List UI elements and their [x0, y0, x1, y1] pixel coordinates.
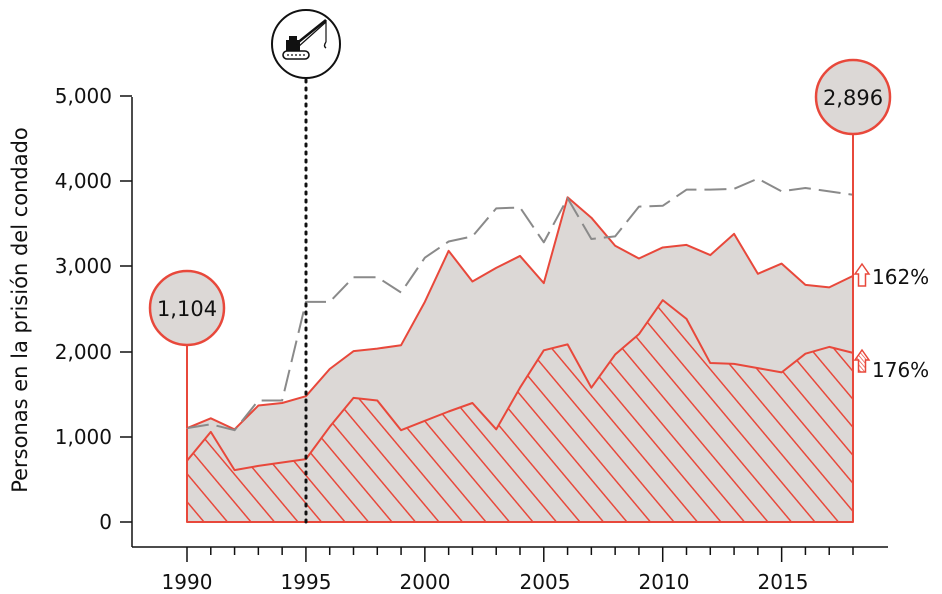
- x-tick-label: 2015: [758, 570, 809, 594]
- plot-area: [186, 177, 854, 523]
- x-tick-label: 2000: [400, 570, 451, 594]
- y-tick-label: 1,000: [55, 425, 112, 449]
- up-arrow-icon: [853, 262, 871, 287]
- pct-change-gray-label: 162%: [872, 265, 929, 289]
- series-dashed-line: [186, 177, 854, 432]
- y-axis-title: Personas en la prisión del condado: [8, 127, 32, 493]
- y-tick-label: 2,000: [55, 340, 112, 364]
- y-tick-label: 3,000: [55, 254, 112, 278]
- pct-change-hatched-label: 176%: [872, 358, 929, 382]
- x-tick-label: 1990: [162, 570, 213, 594]
- x-tick-label: 2005: [520, 570, 571, 594]
- y-tick-label: 4,000: [55, 169, 112, 193]
- up-arrow-icon: [853, 348, 871, 373]
- start-callout: 1,104: [148, 269, 226, 428]
- pct-change-gray: 162%: [853, 262, 929, 289]
- series-gray-outline: [186, 196, 854, 431]
- x-axis-ticks: 1990 1995 2000 2005 2010 2015: [162, 547, 854, 594]
- y-tick-label: 5,000: [55, 84, 112, 108]
- x-tick-label: 2010: [639, 570, 690, 594]
- start-callout-circle: [148, 269, 226, 347]
- crane-icon: [271, 9, 341, 79]
- y-axis-ticks: 0 1,000 2,000 3,000 4,000 5,000: [55, 84, 132, 534]
- end-callout: 2,896: [814, 58, 892, 522]
- start-value-label: 1,104: [157, 297, 217, 321]
- end-callout-circle: [814, 58, 892, 136]
- y-tick-label: 0: [99, 510, 112, 534]
- x-tick-label: 1995: [281, 570, 332, 594]
- series-hatched-area: [186, 299, 854, 523]
- pct-change-hatched: 176%: [853, 348, 929, 382]
- end-value-label: 2,896: [823, 86, 883, 110]
